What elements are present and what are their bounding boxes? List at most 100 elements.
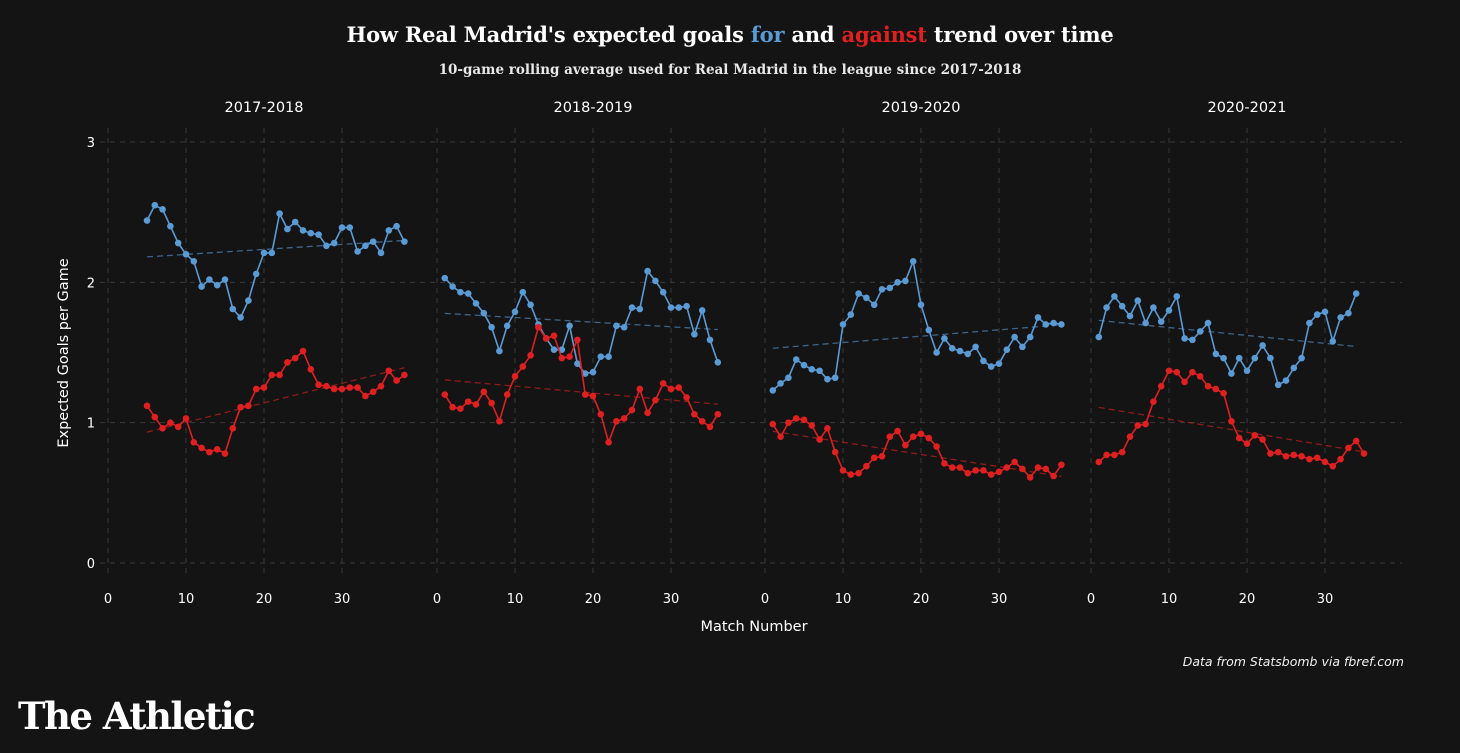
chart-subtitle: 10-game rolling average used for Real Ma… (438, 62, 1022, 78)
data-point-for (800, 361, 808, 369)
data-point-against (151, 413, 159, 421)
data-point-for (1181, 335, 1188, 342)
data-point-against (167, 419, 174, 426)
series-line-for (444, 269, 719, 375)
x-tick-label: 20 (913, 592, 930, 607)
data-point-for (613, 322, 620, 330)
data-point-for (1204, 319, 1212, 327)
data-point-against (369, 388, 377, 396)
x-tick-label: 0 (761, 592, 769, 607)
data-point-for (714, 359, 722, 366)
data-point-against (1019, 465, 1026, 473)
x-tick-label: 30 (991, 592, 1008, 607)
data-point-for (902, 277, 909, 285)
data-point-for (393, 222, 400, 230)
data-point-for (925, 326, 933, 334)
data-point-against (190, 439, 198, 446)
data-point-against (535, 323, 542, 331)
data-point-for (213, 281, 221, 289)
data-point-for (956, 347, 964, 355)
data-point-against (143, 402, 151, 410)
x-tick-label: 0 (433, 592, 441, 607)
data-point-for (894, 279, 901, 286)
data-point-against (785, 419, 792, 426)
data-point-for (1228, 370, 1235, 377)
data-point-against (948, 464, 956, 471)
title-against: against (841, 22, 927, 47)
data-point-against (824, 424, 831, 432)
data-point-against (1173, 368, 1181, 376)
data-point-against (558, 354, 566, 362)
data-point-for (1150, 304, 1157, 311)
title-pre: How Real Madrid's expected goals (346, 22, 751, 47)
data-point-against (620, 415, 628, 422)
y-tick-label: 3 (87, 136, 95, 151)
data-point-against (878, 453, 886, 460)
data-point-for (323, 242, 330, 250)
data-point-against (1220, 389, 1227, 397)
data-point-for (464, 290, 472, 297)
data-point-against (1290, 451, 1298, 459)
data-point-against (1235, 434, 1243, 442)
series-line-for (772, 258, 1062, 391)
data-point-against (675, 384, 683, 391)
data-point-against (441, 391, 449, 398)
data-point-against (315, 381, 322, 389)
data-point-for (237, 314, 244, 321)
data-point-for (1042, 321, 1050, 328)
data-point-against (457, 405, 464, 412)
data-point-for (496, 347, 503, 355)
data-point-against (894, 427, 901, 435)
data-point-for (566, 322, 573, 330)
trend-line-against (146, 367, 405, 433)
data-point-for (1003, 346, 1011, 353)
x-tick-label: 20 (585, 592, 602, 607)
data-point-for (401, 238, 408, 245)
data-point-against (925, 434, 933, 442)
data-point-against (941, 460, 948, 467)
data-point-against (503, 391, 511, 398)
data-point-for (597, 353, 605, 361)
data-point-for (589, 368, 597, 376)
data-point-against (1095, 458, 1103, 466)
data-point-against (933, 443, 940, 450)
data-point-against (1352, 437, 1360, 445)
data-point-against (831, 448, 839, 456)
data-point-for (1134, 297, 1142, 304)
data-point-for (480, 309, 488, 317)
data-point-against (1181, 378, 1188, 386)
data-point-for (1126, 312, 1134, 320)
data-point-for (581, 370, 589, 377)
data-point-for (268, 249, 276, 257)
data-point-for (870, 301, 878, 309)
data-point-for (206, 276, 213, 283)
y-tick-label: 2 (87, 276, 95, 291)
data-point-for (315, 231, 322, 238)
data-point-for (159, 206, 166, 213)
x-tick-label: 10 (178, 592, 195, 607)
data-point-against (393, 377, 400, 384)
data-point-against (1150, 398, 1157, 405)
x-tick-label: 10 (835, 592, 852, 607)
data-point-for (995, 360, 1003, 368)
data-point-against (354, 384, 361, 391)
data-point-against (1321, 458, 1329, 466)
data-point-against (1259, 436, 1266, 443)
data-point-against (816, 436, 823, 443)
data-point-against (847, 471, 855, 478)
data-point-against (252, 385, 260, 393)
data-point-for (683, 302, 690, 310)
data-point-against (706, 423, 714, 431)
data-point-for (1282, 377, 1290, 384)
trend-line-against (1098, 406, 1365, 453)
data-point-for (948, 344, 956, 352)
series-line-for (146, 204, 406, 319)
data-point-against (260, 384, 268, 391)
data-point-against (581, 391, 589, 398)
data-point-against (566, 353, 573, 361)
trend-line-against (444, 379, 718, 405)
data-point-for (839, 321, 847, 328)
data-point-for (229, 305, 237, 313)
data-point-against (221, 450, 229, 457)
data-point-against (902, 441, 909, 449)
